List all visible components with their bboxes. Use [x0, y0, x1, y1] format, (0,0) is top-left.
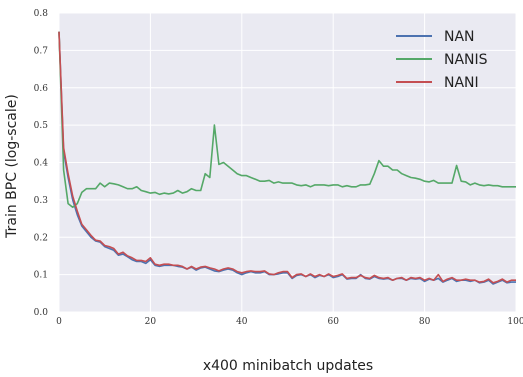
legend-label-nanis: NANIS [444, 52, 488, 68]
x-tick-label: 20 [145, 317, 157, 327]
legend-label-nani: NANI [444, 75, 479, 91]
series-lines [58, 31, 516, 285]
grid-lines [58, 12, 517, 313]
series-line-nani [58, 31, 516, 284]
x-axis-ticks: 0 20 40 60 80 100 [56, 317, 523, 327]
y-tick-label: 0.3 [34, 196, 49, 206]
x-tick-label: 0 [56, 317, 62, 327]
y-tick-label: 0.6 [34, 84, 49, 94]
y-axis-ticks: 0.0 0.1 0.2 0.3 0.4 0.5 0.6 0.7 0.8 [34, 9, 49, 318]
x-axis-label: x400 minibatch updates [203, 358, 373, 374]
y-tick-label: 0.7 [34, 46, 49, 56]
legend-label-nan: NAN [444, 29, 475, 45]
legend: NAN NANIS NANI [396, 29, 488, 91]
x-tick-label: 40 [236, 317, 248, 327]
y-tick-label: 0.1 [34, 271, 48, 281]
y-tick-label: 0.4 [34, 159, 49, 169]
x-tick-label: 100 [507, 317, 523, 327]
y-tick-label: 0.0 [34, 308, 49, 318]
y-tick-label: 0.8 [34, 9, 49, 19]
x-tick-label: 80 [419, 317, 431, 327]
y-tick-label: 0.5 [34, 121, 49, 131]
y-tick-label: 0.2 [34, 233, 48, 243]
x-tick-label: 60 [327, 317, 339, 327]
series-line-nanis [58, 31, 516, 209]
y-axis-label: Train BPC (log-scale) [4, 94, 20, 239]
